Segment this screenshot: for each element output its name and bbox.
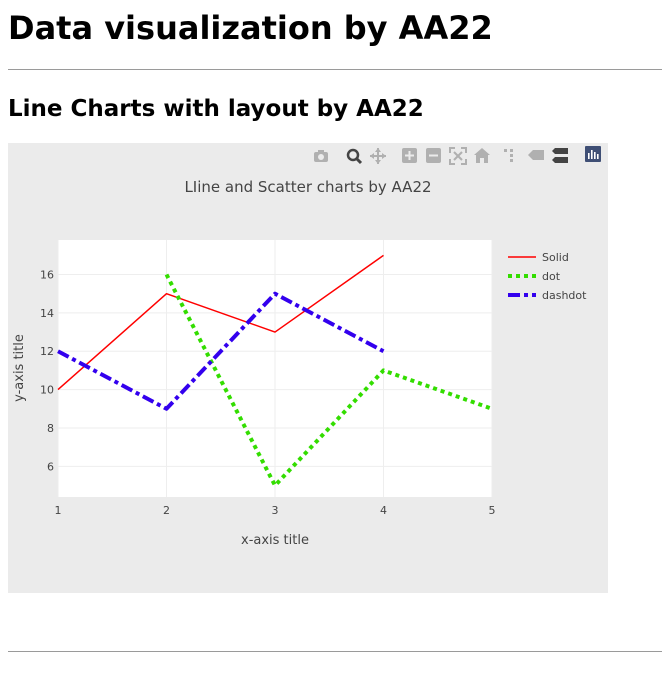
y-axis-ticks: 6 8 10 12 14 16: [40, 269, 54, 474]
page-heading: Data visualization by AA22: [8, 9, 493, 47]
x-tick-label: 1: [55, 504, 62, 517]
legend-label[interactable]: dashdot: [542, 289, 587, 302]
x-tick-label: 3: [272, 504, 279, 517]
y-tick-label: 14: [40, 307, 54, 320]
x-axis-ticks: 1 2 3 4 5: [55, 504, 496, 517]
top-divider: [8, 69, 662, 70]
reset-axes-icon[interactable]: [474, 148, 490, 163]
y-tick-label: 10: [40, 384, 54, 397]
x-axis-title: x-axis title: [241, 533, 309, 548]
zoom-in-icon[interactable]: [402, 148, 417, 163]
series-line-dashdot[interactable]: [57, 291, 385, 411]
chart-title: LIine and Scatter charts by AA22: [184, 178, 431, 196]
legend[interactable]: Solid dot dashdot: [508, 251, 587, 302]
legend-label[interactable]: dot: [542, 270, 561, 283]
autoscale-icon[interactable]: [449, 147, 467, 165]
y-tick-label: 16: [40, 269, 54, 282]
series-lines[interactable]: [57, 254, 493, 488]
legend-label[interactable]: Solid: [542, 251, 569, 264]
chart-section-heading: Line Charts with layout by AA22: [8, 96, 424, 122]
bottom-divider: [8, 651, 662, 652]
x-tick-label: 5: [489, 504, 496, 517]
y-axis-title: y-axis title: [12, 334, 27, 402]
spike-lines-icon[interactable]: [504, 149, 513, 162]
zoom-icon[interactable]: [346, 148, 363, 165]
x-tick-label: 2: [163, 504, 170, 517]
camera-icon[interactable]: [314, 150, 328, 162]
zoom-out-icon[interactable]: [426, 148, 441, 163]
pan-icon[interactable]: [370, 148, 386, 164]
hover-compare-icon[interactable]: [552, 148, 568, 163]
y-tick-label: 12: [40, 345, 54, 358]
modebar[interactable]: [314, 146, 601, 165]
plotly-logo-icon[interactable]: [585, 146, 601, 162]
y-tick-label: 6: [47, 460, 54, 473]
series-line-solid[interactable]: [57, 254, 384, 391]
grid-lines: [57, 240, 493, 497]
y-tick-label: 8: [47, 422, 54, 435]
hover-closest-icon[interactable]: [528, 150, 544, 160]
x-tick-label: 4: [380, 504, 387, 517]
